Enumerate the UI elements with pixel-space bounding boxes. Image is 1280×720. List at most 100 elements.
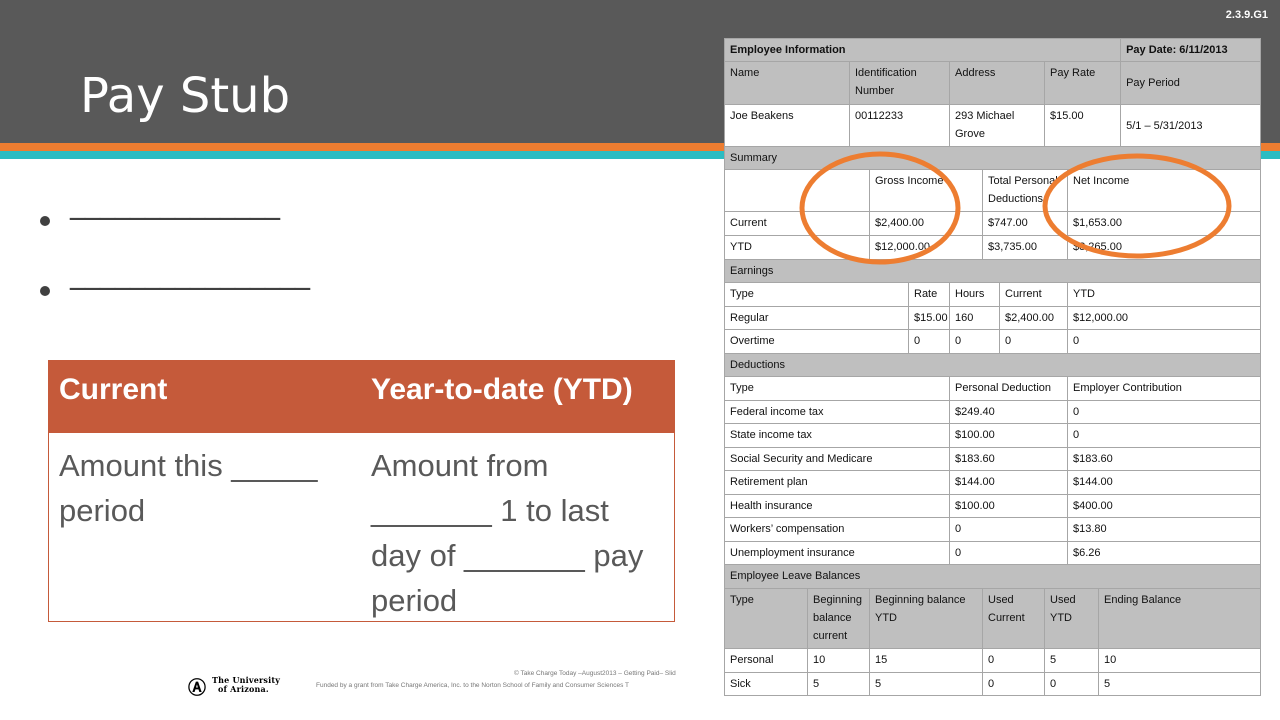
summary-label: Summary [723, 146, 1262, 170]
deduction-type: State income tax [724, 423, 950, 448]
employee-id: 00112233 [849, 104, 950, 147]
bullet-blank: ________________ [70, 256, 310, 291]
earnings-type: Overtime [724, 329, 909, 354]
leave-begin-current: 10 [807, 648, 870, 673]
slide-id: 2.3.9.G1 [1225, 9, 1268, 21]
summary-net-ytd: $8,265.00 [1066, 235, 1262, 260]
leave-balances-label: Employee Leave Balances [723, 564, 1262, 589]
university-logo: Ⓐ The University of Arizona. [188, 674, 284, 699]
deduction-employer: $6.26 [1066, 541, 1262, 565]
earnings-header-hours: Hours [949, 282, 1000, 307]
deduction-personal: $100.00 [949, 494, 1068, 518]
summary-gross-current: $2,400.00 [869, 211, 983, 236]
leave-begin-ytd: 5 [869, 672, 983, 696]
summary-row-label: YTD [724, 235, 870, 260]
leave-used-current: 0 [982, 672, 1045, 696]
info-header-pay-rate: Pay Rate [1043, 61, 1122, 105]
bullet-dot-icon [40, 286, 50, 296]
deduction-personal: 0 [949, 517, 1068, 542]
deductions-header-employer: Employer Contribution [1066, 376, 1262, 401]
employee-pay-rate: $15.00 [1043, 104, 1122, 147]
deduction-type: Health insurance [724, 494, 950, 518]
deduction-employer: $13.80 [1066, 517, 1262, 542]
earnings-type: Regular [724, 306, 909, 330]
employee-info-label: Employee Information [723, 38, 1122, 62]
bullet-item-2: ________________ [40, 256, 400, 320]
summary-gross-ytd: $12,000.00 [869, 235, 983, 260]
earnings-ytd: 0 [1066, 329, 1262, 354]
ytd-description: Amount from _______ 1 to last day of ___… [371, 448, 644, 618]
info-header-id: Identification Number [849, 61, 950, 105]
orange-stripe [0, 143, 1280, 151]
deductions-header-personal: Personal Deduction [949, 376, 1068, 401]
leave-header-used-current: Used Current [982, 588, 1045, 649]
earnings-label: Earnings [723, 259, 1262, 283]
summary-header-net: Net Income [1066, 169, 1262, 212]
leave-ending: 5 [1097, 672, 1262, 696]
deduction-employer: 0 [1066, 400, 1262, 424]
earnings-rate: 0 [908, 329, 950, 354]
bullet-blank: ______________ [70, 186, 280, 221]
leave-header-used-ytd: Used YTD [1044, 588, 1099, 649]
deduction-personal: 0 [949, 541, 1068, 565]
footer-funding: Funded by a grant from Take Charge Ameri… [316, 682, 629, 689]
pay-date: Pay Date: 6/11/2013 [1120, 38, 1262, 62]
leave-header-begin-ytd: Beginning balance YTD [869, 588, 983, 649]
deduction-employer: $183.60 [1066, 447, 1262, 471]
summary-net-current: $1,653.00 [1066, 211, 1262, 236]
info-header-pay-period: Pay Period [1120, 61, 1262, 105]
leave-type: Personal [724, 648, 808, 673]
earnings-header-ytd: YTD [1066, 282, 1262, 307]
deduction-type: Retirement plan [724, 470, 950, 495]
leave-used-current: 0 [982, 648, 1045, 673]
info-header-name: Name [724, 61, 850, 105]
bullet-item-1: ______________ [40, 186, 400, 250]
leave-used-ytd: 5 [1044, 648, 1099, 673]
deduction-personal: $144.00 [949, 470, 1068, 495]
bullet-dot-icon [40, 216, 50, 226]
summary-deductions-current: $747.00 [982, 211, 1068, 236]
summary-row-label: Current [724, 211, 870, 236]
deduction-employer: $144.00 [1066, 470, 1262, 495]
deduction-type: Workers’ compensation [724, 517, 950, 542]
earnings-header-type: Type [724, 282, 909, 307]
deduction-personal: $183.60 [949, 447, 1068, 471]
leave-header-begin-current: Beginning balance current [807, 588, 870, 649]
leave-ending: 10 [1097, 648, 1262, 673]
earnings-ytd: $12,000.00 [1066, 306, 1262, 330]
teal-stripe [0, 151, 1280, 159]
employee-name: Joe Beakens [724, 104, 850, 147]
deductions-header-type: Type [724, 376, 950, 401]
summary-header-gross: Gross Income [869, 169, 983, 212]
summary-header-blank [724, 169, 870, 212]
deductions-label: Deductions [723, 353, 1262, 377]
deduction-type: Social Security and Medicare [724, 447, 950, 471]
earnings-current: 0 [999, 329, 1068, 354]
earnings-hours: 160 [949, 306, 1000, 330]
leave-header-type: Type [724, 588, 808, 649]
deduction-personal: $100.00 [949, 423, 1068, 448]
logo-text-line2: of Arizona. [218, 684, 269, 694]
deduction-employer: $400.00 [1066, 494, 1262, 518]
leave-used-ytd: 0 [1044, 672, 1099, 696]
logo-text-line1: The University [212, 675, 281, 685]
employee-address: 293 Michael Grove [949, 104, 1045, 147]
leave-header-ending: Ending Balance [1097, 588, 1262, 649]
footer-copyright: © Take Charge Today –August2013 – Gettin… [514, 670, 676, 677]
leave-begin-ytd: 15 [869, 648, 983, 673]
current-vs-ytd-table: Current Year-to-date (YTD) Amount this _… [48, 360, 675, 622]
current-header: Current [59, 373, 168, 406]
deduction-type: Unemployment insurance [724, 541, 950, 565]
leave-begin-current: 5 [807, 672, 870, 696]
summary-deductions-ytd: $3,735.00 [982, 235, 1068, 260]
slide-title: Pay Stub [80, 68, 291, 124]
earnings-current: $2,400.00 [999, 306, 1068, 330]
employee-pay-period: 5/1 – 5/31/2013 [1120, 104, 1262, 147]
compare-table-header [49, 361, 674, 433]
deduction-personal: $249.40 [949, 400, 1068, 424]
earnings-header-current: Current [999, 282, 1068, 307]
deduction-employer: 0 [1066, 423, 1262, 448]
pay-stub-table: Employee Information Pay Date: 6/11/2013… [723, 38, 1262, 696]
ytd-header: Year-to-date (YTD) [371, 373, 633, 406]
summary-header-deductions: Total Personal Deductions [982, 169, 1068, 212]
